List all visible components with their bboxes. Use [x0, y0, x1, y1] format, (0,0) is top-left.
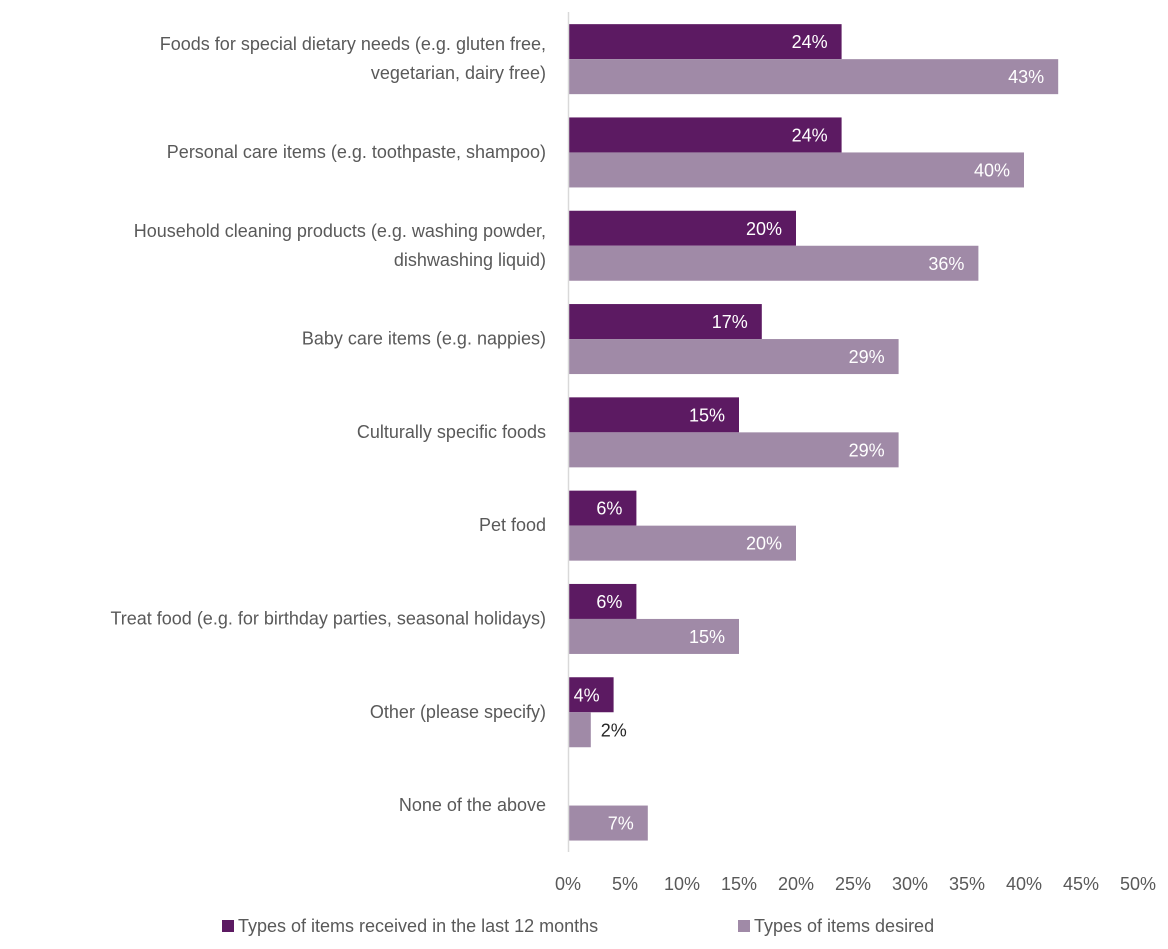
data-label-desired: 7%	[608, 814, 634, 834]
x-tick-label: 35%	[949, 874, 985, 894]
data-label-desired: 29%	[849, 440, 885, 460]
data-label-received: 6%	[596, 592, 622, 612]
bar-received	[568, 210, 796, 246]
bar-desired	[568, 805, 648, 841]
data-label-received: 20%	[746, 219, 782, 239]
data-label-received: 24%	[792, 32, 828, 52]
data-label-desired: 36%	[928, 254, 964, 274]
bar-desired	[568, 339, 899, 375]
x-tick-label: 0%	[555, 874, 581, 894]
bar-desired	[568, 712, 591, 748]
legend-swatch-received	[222, 920, 234, 932]
bar-desired	[568, 245, 979, 281]
data-label-desired: 15%	[689, 627, 725, 647]
category-label: dishwashing liquid)	[394, 250, 546, 270]
legend-label-desired: Types of items desired	[754, 916, 934, 936]
bar-received	[568, 583, 637, 619]
data-label-desired: 40%	[974, 160, 1010, 180]
legend-swatch-desired	[738, 920, 750, 932]
legend-label-received: Types of items received in the last 12 m…	[238, 916, 598, 936]
category-label: Household cleaning products (e.g. washin…	[134, 221, 546, 241]
data-label-desired: 43%	[1008, 67, 1044, 87]
data-label-received: 24%	[792, 125, 828, 145]
data-label-received: 17%	[712, 312, 748, 332]
data-label-desired: 20%	[746, 534, 782, 554]
category-label: Foods for special dietary needs (e.g. gl…	[160, 34, 546, 54]
data-label-desired: 2%	[601, 720, 627, 740]
bar-received	[568, 490, 637, 526]
data-label-received: 6%	[596, 499, 622, 519]
x-tick-label: 10%	[664, 874, 700, 894]
x-tick-label: 15%	[721, 874, 757, 894]
category-label: vegetarian, dairy free)	[371, 63, 546, 83]
bar-received	[568, 24, 842, 60]
x-tick-label: 5%	[612, 874, 638, 894]
category-label: Treat food (e.g. for birthday parties, s…	[110, 608, 546, 628]
category-label: Other (please specify)	[370, 702, 546, 722]
data-label-received: 15%	[689, 405, 725, 425]
x-tick-label: 45%	[1063, 874, 1099, 894]
category-label: None of the above	[399, 795, 546, 815]
x-tick-label: 40%	[1006, 874, 1042, 894]
x-tick-label: 25%	[835, 874, 871, 894]
bar-desired	[568, 59, 1059, 95]
x-tick-label: 50%	[1120, 874, 1156, 894]
x-tick-label: 30%	[892, 874, 928, 894]
bar-desired	[568, 618, 739, 654]
bar-received	[568, 304, 762, 340]
bar-desired	[568, 152, 1024, 188]
category-label: Pet food	[479, 515, 546, 535]
data-label-received: 4%	[574, 685, 600, 705]
bar-received	[568, 397, 739, 433]
bar-received	[568, 117, 842, 153]
bar-desired	[568, 432, 899, 468]
category-label: Baby care items (e.g. nappies)	[302, 329, 546, 349]
data-label-desired: 29%	[849, 347, 885, 367]
category-label: Culturally specific foods	[357, 422, 546, 442]
bar-received	[568, 677, 614, 713]
bar-desired	[568, 525, 796, 561]
x-tick-label: 20%	[778, 874, 814, 894]
category-label: Personal care items (e.g. toothpaste, sh…	[167, 142, 546, 162]
